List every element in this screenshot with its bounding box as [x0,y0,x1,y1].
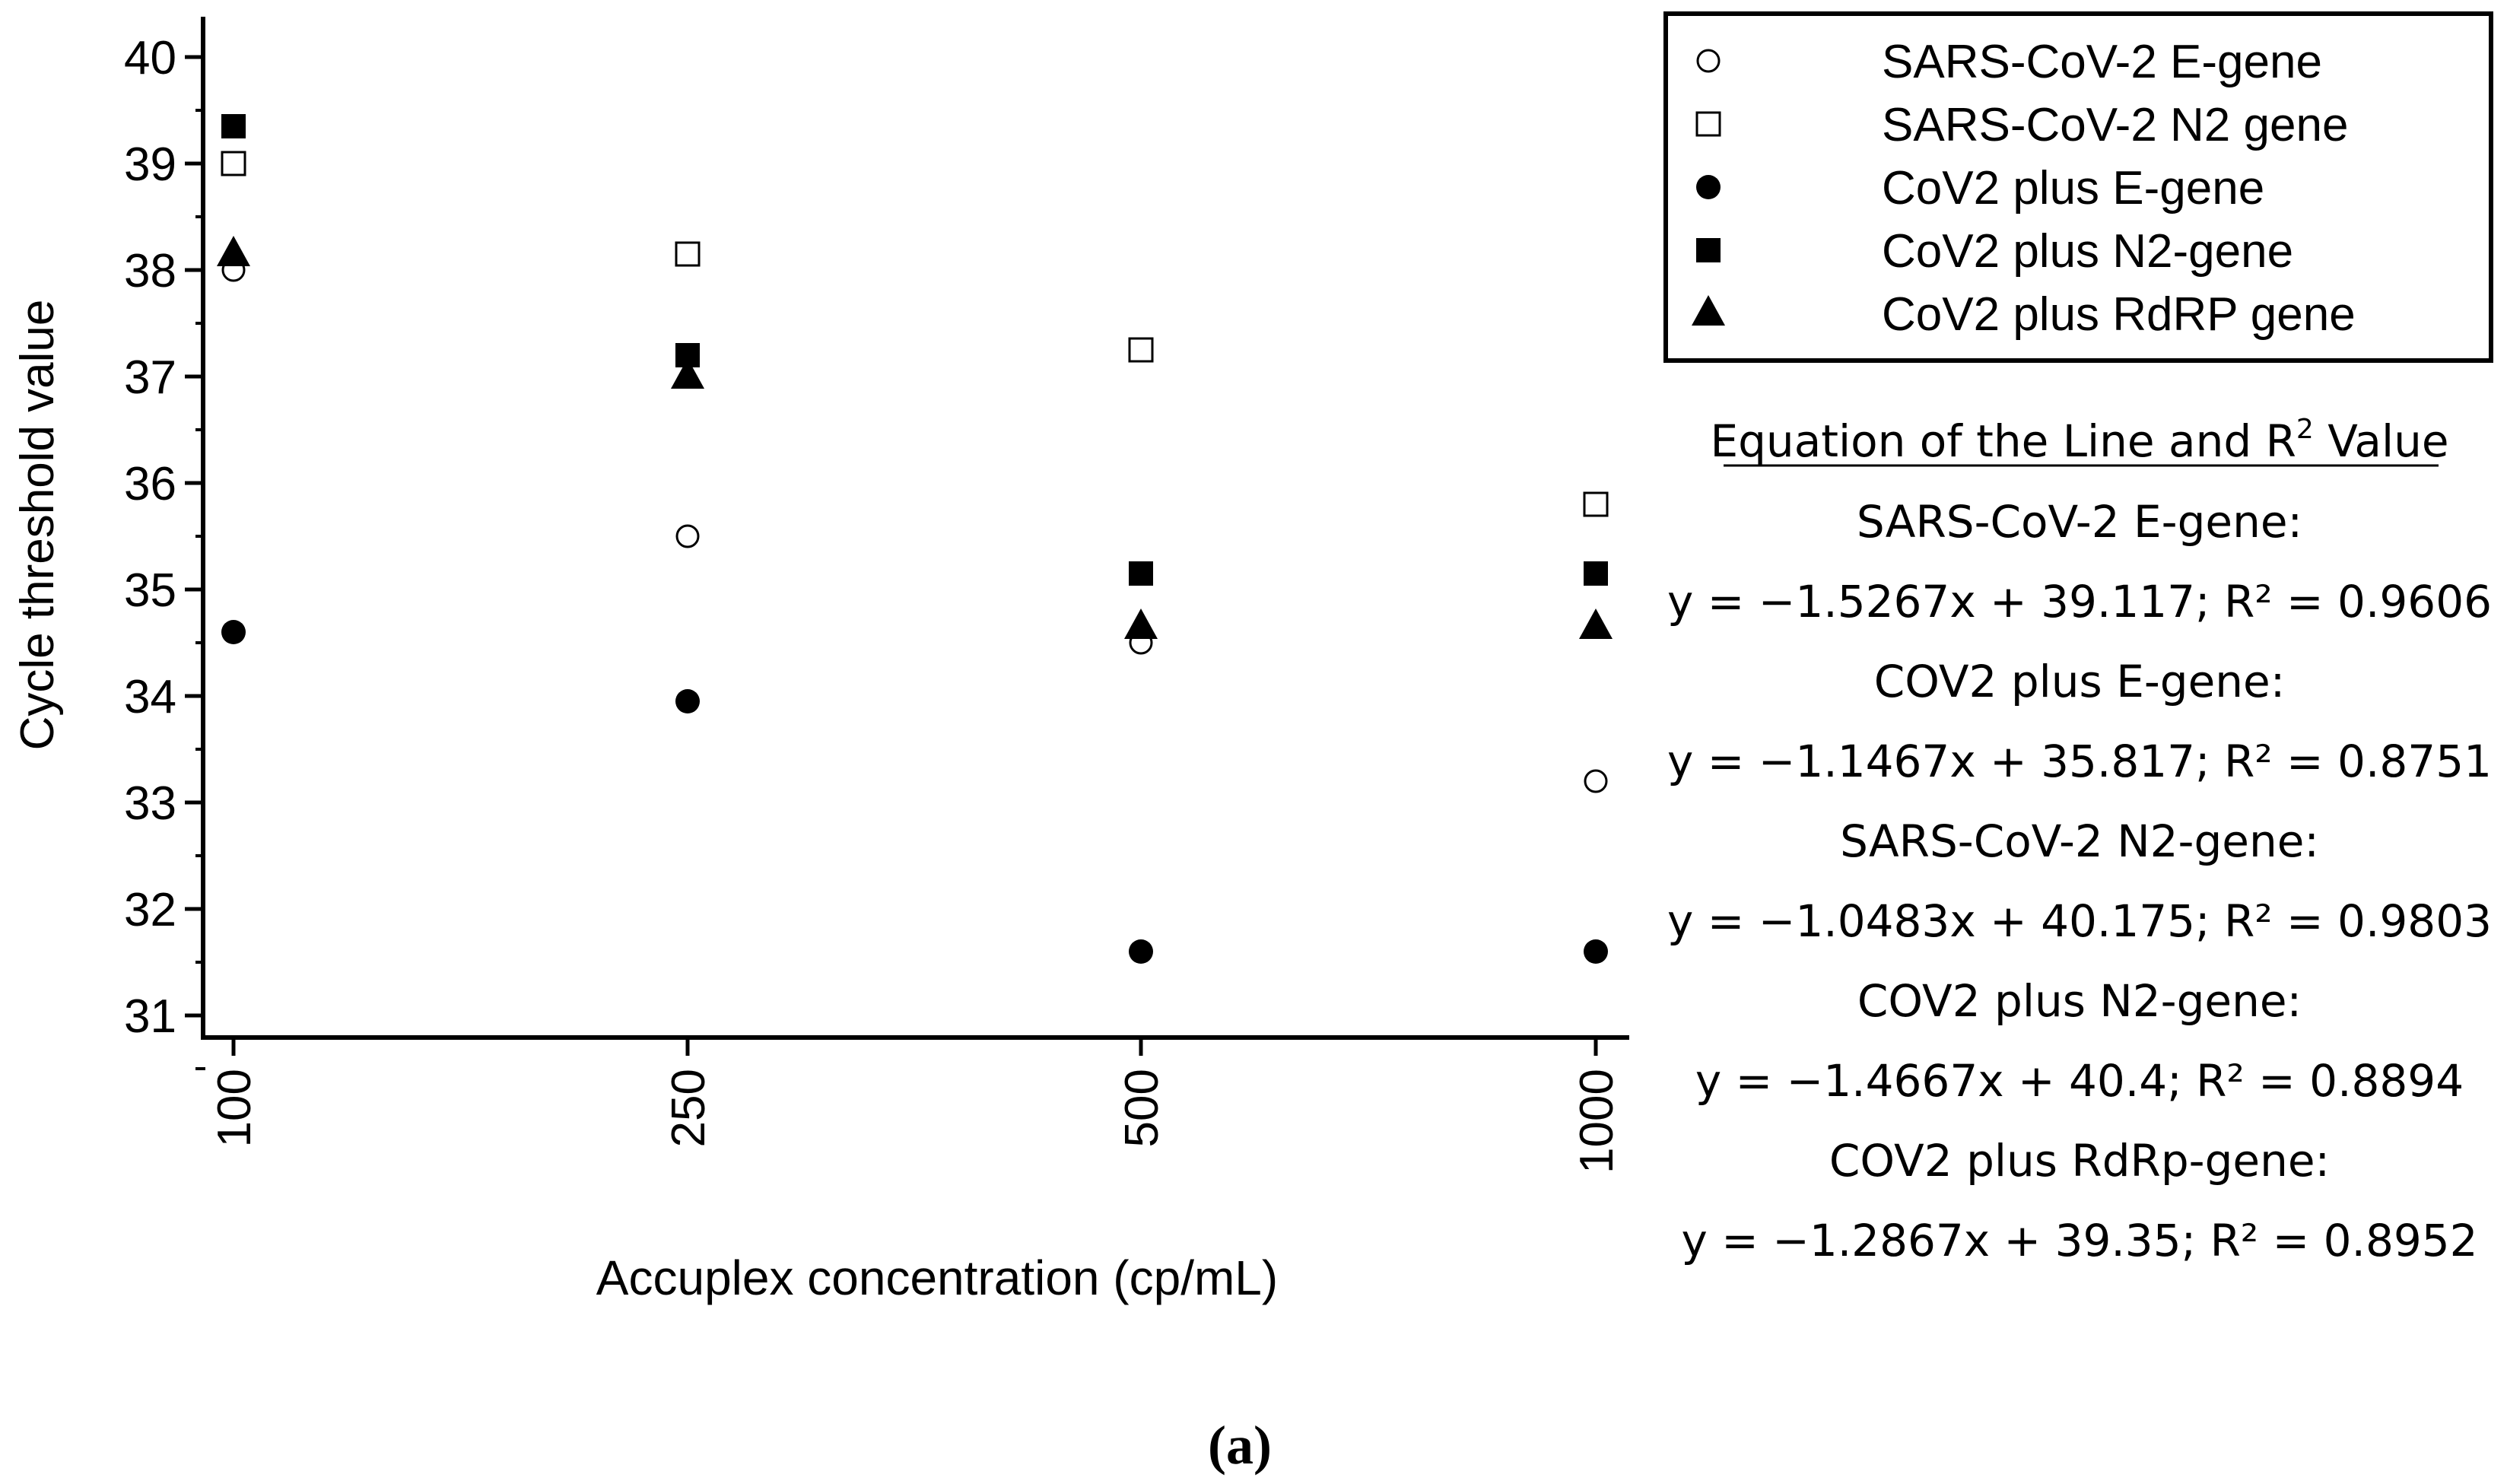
legend-marker-filled-square [1696,238,1721,262]
legend-item: CoV2 plus E-gene [1696,162,2264,214]
data-point-filled-circle [221,620,246,644]
data-point-filled-triangle [217,236,250,266]
y-tick-label: 38 [124,245,176,297]
data-point-open-circle [675,524,700,548]
legend-marker-filled-triangle [1692,295,1725,326]
equation-label: SARS-CoV-2 E-gene: [1857,496,2302,548]
legend-label: SARS-CoV-2 N2 gene [1882,99,2348,151]
equation-text: y = −1.2867x + 39.35; R² = 0.8952 [1681,1215,2477,1266]
legend-item: SARS-CoV-2 N2 gene [1695,99,2348,151]
legend-item: CoV2 plus N2-gene [1696,225,2293,278]
y-tick-label: 35 [124,564,176,617]
equations-panel: Equation of the Line and R2 Value SARS-C… [1667,414,2492,1266]
x-tick-label: 250 [662,1069,715,1147]
y-tick-label: 31 [124,990,176,1043]
equation-label: COV2 plus E-gene: [1874,656,2286,707]
data-point-filled-circle [675,689,700,713]
legend-label: CoV2 plus N2-gene [1882,225,2293,278]
data-point-open-square [1583,491,1609,517]
equation-label: COV2 plus N2-gene: [1857,975,2302,1027]
equation-label: COV2 plus RdRp-gene: [1829,1135,2330,1187]
y-tick-label: 36 [124,458,176,510]
legend: SARS-CoV-2 E-gene SARS-CoV-2 N2 gene CoV2 … [1692,36,2356,341]
equation-text: y = −1.4667x + 40.4; R² = 0.8894 [1695,1055,2464,1107]
y-tick-label: 39 [124,138,176,191]
data-point-filled-square [221,114,246,138]
x-tick-label: 500 [1116,1069,1168,1147]
legend-marker-open-square [1695,111,1721,137]
y-tick-label: 37 [124,351,176,404]
legend-label: CoV2 plus RdRP gene [1882,288,2356,341]
legend-box [1663,11,2493,363]
data-point-filled-square [1129,561,1153,586]
y-tick-label: 34 [124,671,176,723]
equation-text: y = −1.0483x + 40.175; R² = 0.9803 [1667,895,2492,947]
equation-label: SARS-CoV-2 N2-gene: [1840,815,2319,867]
legend-item: SARS-CoV-2 E-gene [1696,36,2322,88]
data-point-filled-triangle [1124,609,1158,639]
equation-text: y = −1.5267x + 39.117; R² = 0.9606 [1667,576,2492,628]
data-point-filled-circle [1129,939,1153,964]
data-point-filled-square [1584,561,1608,586]
data-points [217,114,1613,964]
y-tick-label: 40 [124,32,176,84]
figure-caption: (a) [1208,1415,1272,1476]
data-point-filled-triangle [1579,609,1613,639]
legend-label: SARS-CoV-2 E-gene [1882,36,2322,88]
equation-text: y = −1.1467x + 35.817; R² = 0.8751 [1667,736,2492,787]
legend-label: CoV2 plus E-gene [1882,162,2264,214]
legend-marker-filled-circle [1696,175,1721,199]
x-tick-label: 1000 [1571,1069,1623,1174]
data-point-open-square [221,151,246,176]
y-tick-label: 32 [124,884,176,936]
y-ticks: 31 32 33 34 35 36 37 38 39 40 [124,32,205,1070]
data-point-open-circle [1584,769,1608,793]
data-point-open-square [675,241,701,267]
equations-heading: Equation of the Line and R2 Value [1710,414,2448,467]
y-axis-label: Cycle threshold value [11,300,64,751]
data-point-filled-circle [1584,939,1608,964]
x-ticks: 100 250 500 1000 [208,1036,1623,1174]
x-tick-label: 100 [208,1069,261,1147]
x-axis-label: Accuplex concentration (cp/mL) [596,1250,1278,1305]
legend-marker-open-circle [1696,49,1721,73]
data-point-open-square [1128,337,1154,363]
legend-item: CoV2 plus RdRP gene [1692,288,2356,341]
data-point-filled-triangle [671,358,704,389]
y-tick-label: 33 [124,777,176,830]
